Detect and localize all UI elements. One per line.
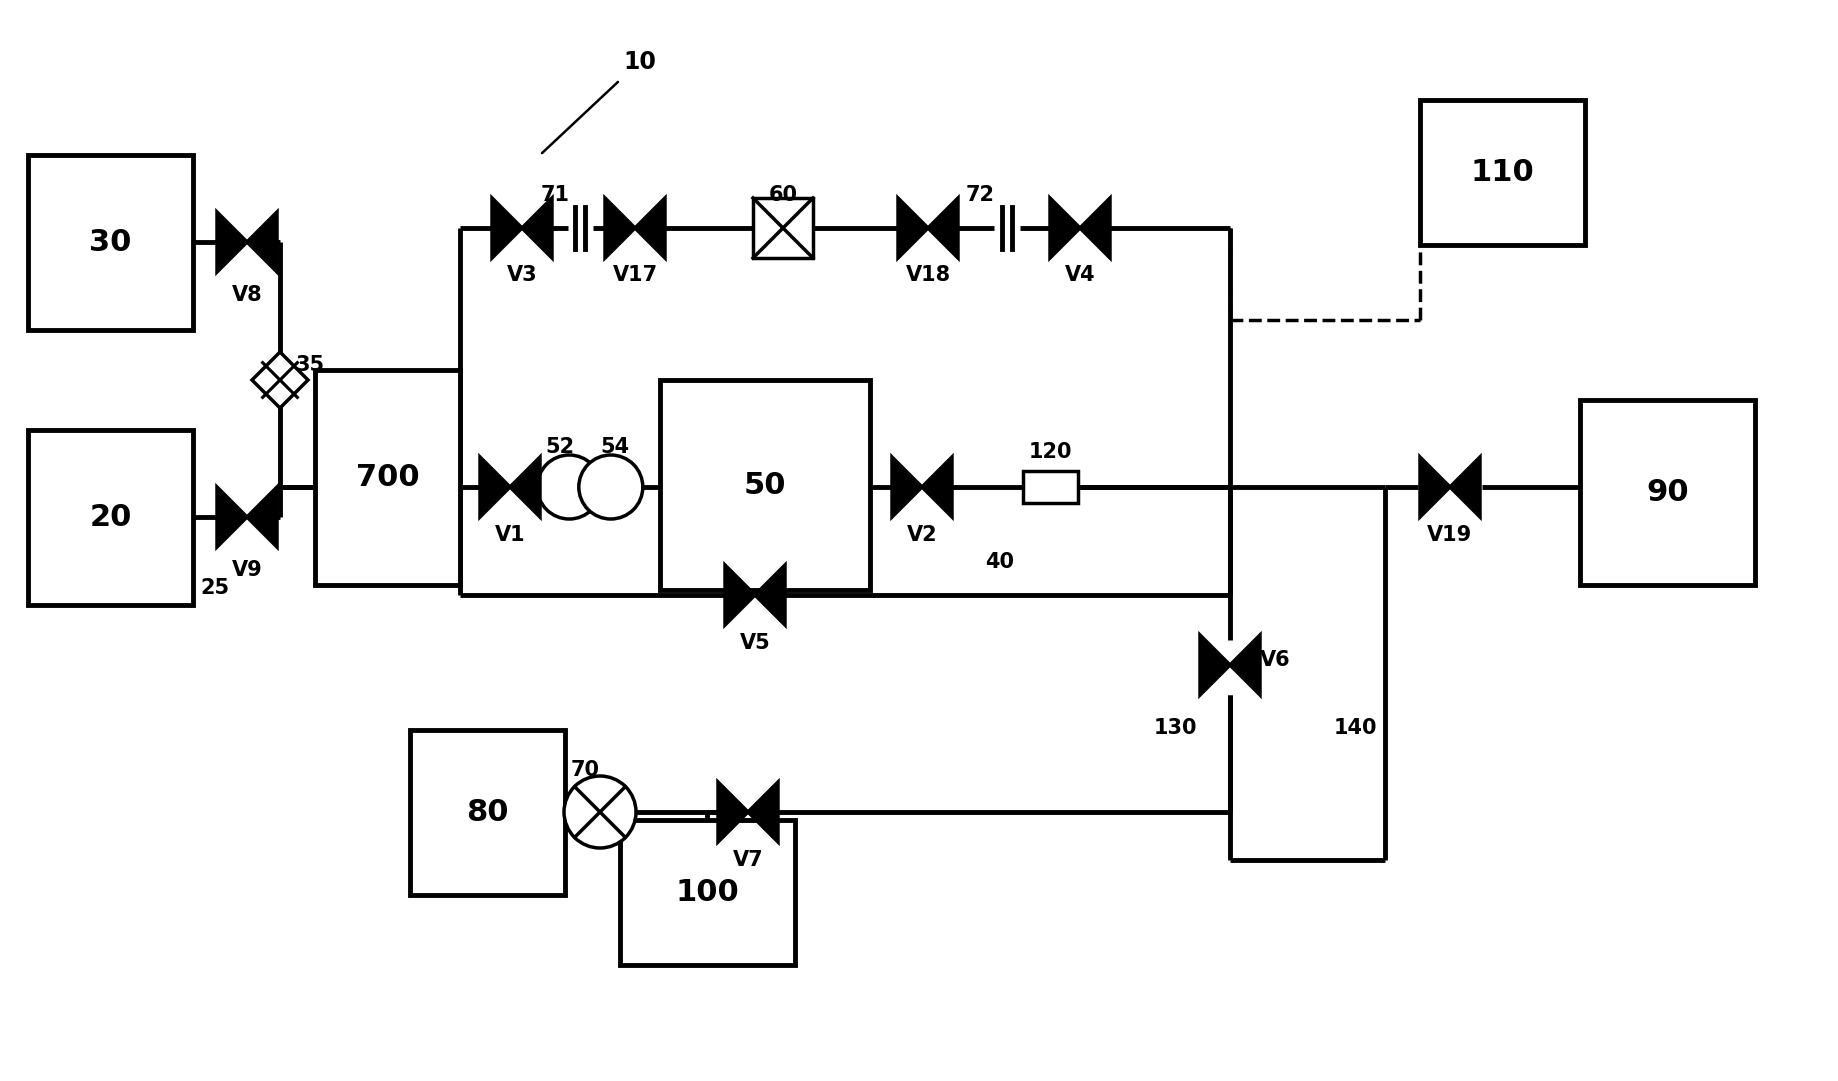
Polygon shape [246, 212, 278, 272]
Text: V5: V5 [739, 633, 770, 653]
Text: 30: 30 [90, 228, 132, 257]
Polygon shape [1081, 198, 1110, 258]
Text: 700: 700 [357, 463, 419, 492]
Polygon shape [1200, 635, 1230, 695]
Text: 52: 52 [546, 437, 575, 457]
Text: V19: V19 [1428, 525, 1472, 545]
Polygon shape [217, 488, 246, 547]
Polygon shape [891, 457, 923, 517]
Bar [28, 155, 193, 330]
Bar [28, 430, 193, 605]
Polygon shape [1421, 457, 1450, 517]
Polygon shape [923, 457, 952, 517]
Polygon shape [605, 198, 634, 258]
Text: 50: 50 [744, 470, 787, 499]
Text: V6: V6 [1259, 650, 1290, 670]
Polygon shape [522, 198, 551, 258]
Text: 120: 120 [1027, 442, 1072, 462]
Bar [754, 198, 812, 258]
Text: 90: 90 [1647, 478, 1689, 507]
Polygon shape [493, 198, 522, 258]
Text: V1: V1 [494, 525, 526, 545]
Circle shape [564, 776, 636, 848]
Text: V8: V8 [232, 285, 263, 305]
Text: V18: V18 [906, 265, 950, 285]
Polygon shape [634, 198, 665, 258]
Text: 70: 70 [570, 760, 599, 780]
Text: 140: 140 [1333, 718, 1377, 738]
Polygon shape [480, 457, 509, 517]
Bar [314, 370, 460, 585]
Circle shape [537, 455, 601, 519]
Text: 60: 60 [768, 185, 798, 205]
Bar [410, 730, 564, 895]
Polygon shape [246, 488, 278, 547]
Polygon shape [217, 212, 246, 272]
Polygon shape [748, 782, 777, 842]
Text: 110: 110 [1470, 158, 1535, 187]
Polygon shape [1049, 198, 1081, 258]
Text: V17: V17 [612, 265, 658, 285]
Bar [1022, 471, 1077, 503]
Polygon shape [252, 352, 309, 408]
Polygon shape [1450, 457, 1480, 517]
Polygon shape [928, 198, 958, 258]
Text: V4: V4 [1064, 265, 1095, 285]
Text: V9: V9 [232, 560, 263, 580]
Text: 54: 54 [601, 437, 630, 457]
Polygon shape [724, 565, 755, 625]
Text: V3: V3 [507, 265, 537, 285]
Text: V7: V7 [733, 850, 763, 870]
Polygon shape [1230, 635, 1261, 695]
Polygon shape [899, 198, 928, 258]
Text: 25: 25 [200, 578, 230, 598]
Bar [660, 381, 869, 590]
Text: 40: 40 [985, 552, 1015, 572]
Polygon shape [509, 457, 540, 517]
Text: 80: 80 [467, 798, 509, 827]
Text: 100: 100 [676, 878, 739, 907]
Text: V2: V2 [906, 525, 937, 545]
Polygon shape [719, 782, 748, 842]
Text: 71: 71 [540, 185, 570, 205]
Bar [1581, 400, 1755, 585]
Polygon shape [755, 565, 785, 625]
Circle shape [579, 455, 643, 519]
Text: 35: 35 [296, 355, 325, 375]
Bar [1421, 101, 1584, 245]
Bar [619, 820, 796, 965]
Text: 72: 72 [965, 185, 994, 205]
Text: 130: 130 [1152, 718, 1197, 738]
Text: 20: 20 [90, 503, 132, 532]
Text: 10: 10 [623, 50, 656, 74]
